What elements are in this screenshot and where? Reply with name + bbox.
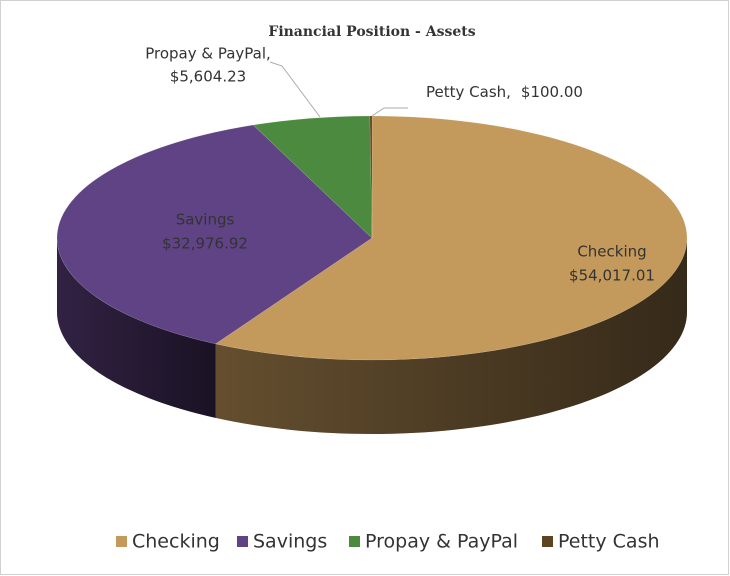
leader-line — [371, 107, 408, 117]
legend-label: Petty Cash — [558, 531, 660, 553]
legend-label: Checking — [132, 531, 220, 553]
chart-title: Financial Position - Assets — [268, 24, 475, 40]
legend-swatch — [542, 536, 553, 547]
slice — [214, 115, 688, 361]
data-label-name: Savings — [176, 211, 235, 229]
slice-side-shade — [215, 238, 687, 434]
legend-swatch — [237, 536, 248, 547]
slice-side-shade — [57, 238, 216, 418]
legend-label: Savings — [253, 531, 327, 553]
slice — [56, 124, 373, 345]
legend-swatch — [116, 536, 127, 547]
data-label-name: Checking — [577, 243, 646, 261]
legend-label: Propay & PayPal — [365, 531, 518, 553]
legend-swatch — [349, 536, 360, 547]
data-label: Petty Cash, $100.00 — [426, 83, 583, 101]
data-label-value: $5,604.23 — [170, 68, 246, 86]
data-label-name: Propay & PayPal, — [145, 45, 271, 63]
data-label-value: $54,017.01 — [569, 267, 655, 285]
data-label-value: $100.00 — [521, 83, 583, 101]
slice — [252, 115, 373, 239]
leader-line — [269, 61, 321, 118]
slice — [369, 115, 373, 239]
data-label-value: $32,976.92 — [162, 235, 248, 253]
data-label-name: Petty Cash, — [426, 83, 511, 101]
